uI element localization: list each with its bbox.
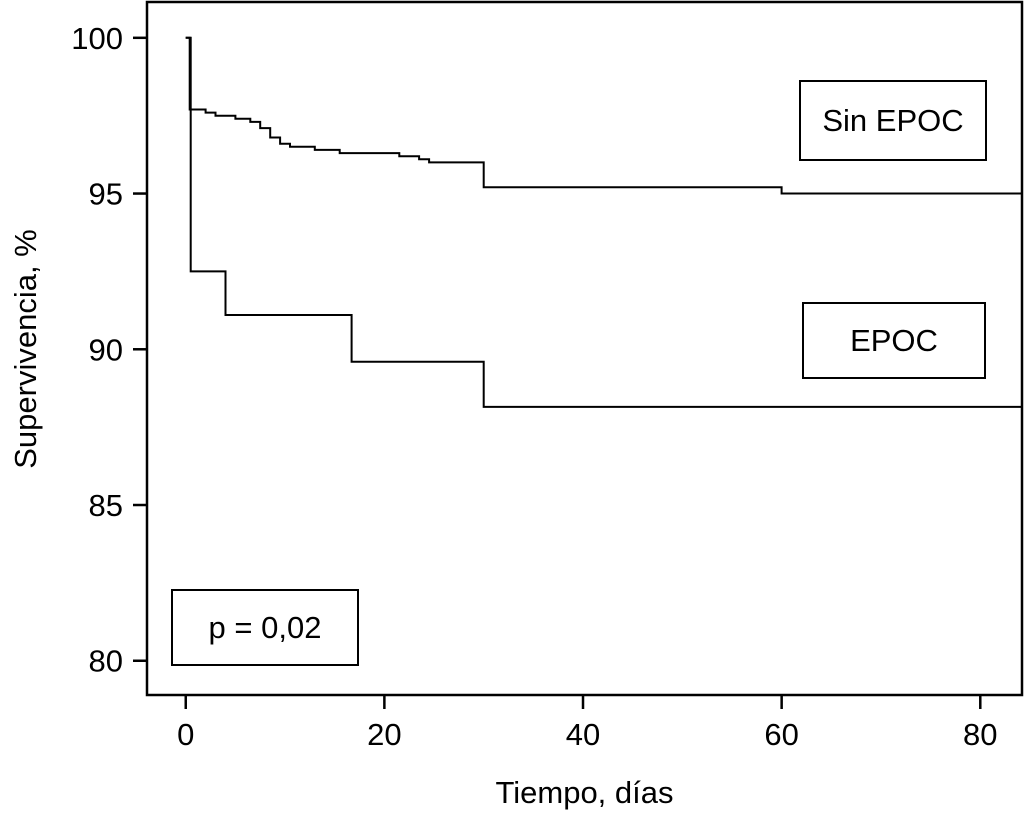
annotation-label-p-value: p = 0,02 — [208, 609, 322, 645]
x-axis-title: Tiempo, días — [495, 775, 674, 810]
annotation-label-epoc: EPOC — [850, 322, 938, 358]
y-axis-title: Supervivencia, % — [8, 229, 43, 469]
annotation-box-p-value: p = 0,02 — [171, 589, 359, 666]
annotation-label-sin-epoc: Sin EPOC — [822, 102, 964, 138]
y-tick-label: 80 — [89, 644, 123, 679]
x-tick-label: 20 — [367, 717, 401, 752]
y-tick-label: 100 — [71, 21, 123, 56]
y-tick-label: 85 — [89, 488, 123, 523]
y-tick-label: 90 — [89, 332, 123, 367]
y-tick-label: 95 — [89, 177, 123, 212]
annotation-box-sin-epoc: Sin EPOC — [799, 80, 987, 161]
annotation-box-epoc: EPOC — [802, 302, 986, 379]
series-line-sin-epoc — [185, 36, 1022, 195]
series-line-epoc — [185, 36, 1022, 408]
x-tick-label: 40 — [566, 717, 600, 752]
x-tick-label: 80 — [963, 717, 997, 752]
x-tick-label: 60 — [764, 717, 798, 752]
x-tick-label: 0 — [177, 717, 194, 752]
